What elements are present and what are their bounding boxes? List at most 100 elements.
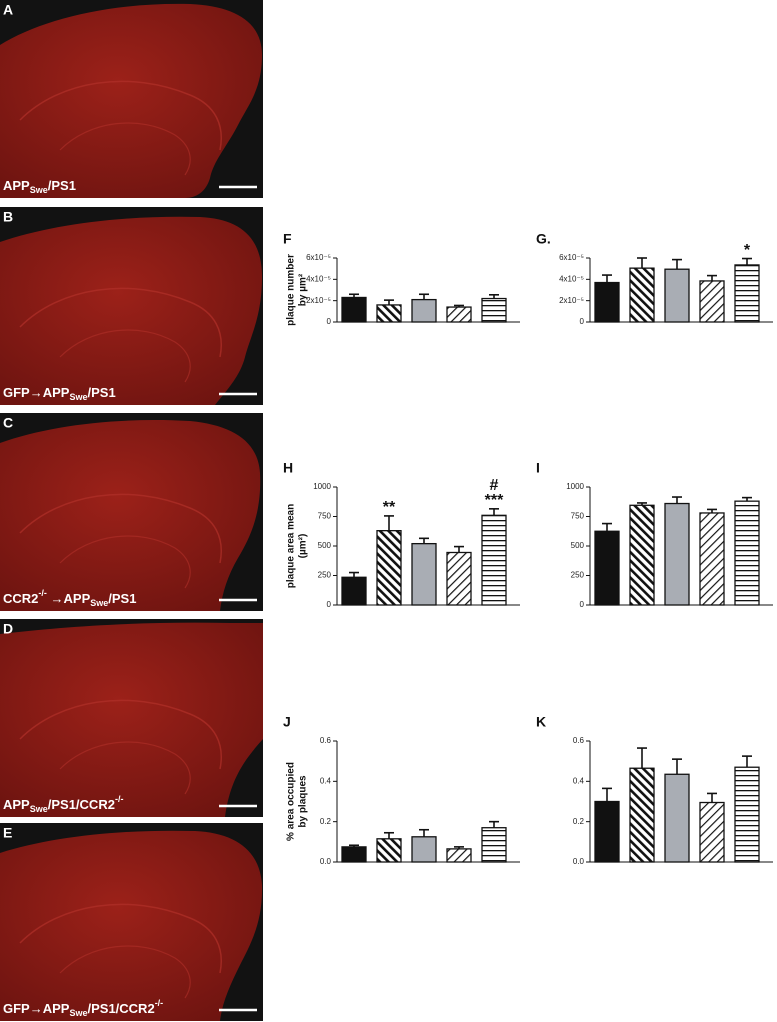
tissue-layer	[19, 903, 222, 974]
tissue-layer	[59, 535, 191, 589]
y-axis-label: (µm²)	[298, 534, 309, 559]
micrograph-panel: C CCR2-/- →APPSwe/PS1	[0, 413, 263, 611]
bar	[664, 773, 690, 863]
significance-mark: #	[490, 477, 499, 494]
y-tick-label: 0.4	[573, 776, 585, 785]
bar	[734, 264, 760, 323]
caption-part: Swe	[90, 598, 108, 608]
bar	[376, 530, 402, 606]
y-tick-label: 0.0	[320, 857, 332, 866]
caption-part: /PS1/CCR2	[87, 1001, 154, 1016]
y-axis-label: by µm²	[298, 273, 309, 306]
caption-part: -/-	[155, 998, 164, 1008]
y-tick-label: 500	[318, 541, 332, 550]
bar	[446, 848, 472, 863]
caption-part: Swe	[30, 804, 48, 814]
y-tick-label: 0.2	[320, 817, 332, 826]
tissue-layer	[59, 122, 191, 176]
y-tick-label: 0.2	[573, 817, 585, 826]
y-tick-label: 1000	[566, 482, 584, 491]
panel-caption: CCR2-/- →APPSwe/PS1	[3, 588, 136, 608]
tissue-layer	[19, 80, 222, 151]
tissue-layer	[59, 945, 191, 999]
tissue-section	[0, 622, 263, 817]
y-tick-label: 0.4	[320, 776, 332, 785]
y-tick-label: 0	[327, 317, 332, 326]
tissue-section	[0, 216, 262, 405]
bar	[734, 766, 760, 863]
caption-part: GFP→APP	[3, 385, 70, 400]
y-tick-label: 750	[318, 512, 332, 521]
bar	[481, 514, 507, 606]
micrograph-panel: A APPSwe/PS1	[0, 0, 263, 199]
panel-letter: D	[3, 621, 13, 637]
y-tick-label: 2x10⁻⁵	[306, 296, 331, 305]
bar	[629, 267, 655, 323]
bar	[629, 504, 655, 606]
panel-letter: J	[283, 714, 291, 730]
y-axis-label: by plaques	[298, 775, 309, 828]
significance-mark: **	[383, 499, 396, 516]
y-tick-label: 4x10⁻⁵	[559, 274, 584, 283]
caption-part: -/-	[38, 588, 47, 598]
y-tick-label: 0	[580, 600, 585, 609]
y-axis-label: plaque area mean	[286, 504, 297, 588]
caption-part: CCR2	[3, 591, 38, 606]
caption-part: /PS1	[48, 178, 76, 193]
panel-letter: E	[3, 825, 12, 841]
caption-part: /PS1/CCR2	[48, 797, 115, 812]
tissue-section	[0, 419, 261, 611]
y-tick-label: 0	[327, 600, 332, 609]
bar	[446, 306, 472, 323]
y-tick-label: 250	[318, 571, 332, 580]
bar	[411, 836, 437, 863]
tissue-layer	[19, 493, 222, 564]
tissue-section	[0, 3, 262, 199]
bar	[341, 296, 367, 323]
caption-part: -/-	[115, 794, 124, 804]
y-tick-label: 2x10⁻⁵	[559, 296, 584, 305]
bar	[664, 268, 690, 323]
panel-letter: C	[3, 415, 13, 431]
bar	[734, 500, 760, 606]
bar	[594, 530, 620, 606]
panel-caption: APPSwe/PS1	[3, 178, 76, 195]
caption-part: APP	[3, 797, 30, 812]
y-tick-label: 0.6	[320, 736, 332, 745]
significance-mark: ***	[485, 492, 504, 509]
panel-caption: GFP→APPSwe/PS1/CCR2-/-	[3, 998, 163, 1018]
micrograph-panel: D APPSwe/PS1/CCR2-/-	[0, 619, 263, 817]
panel-caption: GFP→APPSwe/PS1	[3, 385, 116, 402]
bar	[699, 801, 725, 863]
tissue-layer	[19, 287, 222, 358]
tissue-layer	[59, 741, 191, 795]
significance-mark: *	[744, 242, 751, 259]
panel-letter: I	[536, 460, 540, 476]
tissue-layer	[19, 699, 222, 770]
y-tick-label: 750	[571, 512, 585, 521]
y-tick-label: 6x10⁻⁵	[559, 253, 584, 262]
bar	[481, 827, 507, 863]
bar	[629, 767, 655, 863]
caption-part: /PS1	[87, 385, 115, 400]
bar	[481, 297, 507, 323]
bar	[376, 838, 402, 863]
bar	[341, 576, 367, 606]
y-tick-label: 4x10⁻⁵	[306, 274, 331, 283]
panel-letter: A	[3, 2, 13, 18]
tissue-layer	[59, 329, 191, 383]
caption-part: /PS1	[108, 591, 136, 606]
bar	[594, 800, 620, 863]
bar	[699, 512, 725, 606]
caption-part: →APP	[47, 591, 91, 606]
micrograph-panel: E GFP→APPSwe/PS1/CCR2-/-	[0, 823, 263, 1021]
caption-part: Swe	[30, 185, 48, 195]
micrograph-panel: B GFP→APPSwe/PS1	[0, 207, 263, 405]
tissue-section	[0, 830, 263, 1021]
y-tick-label: 6x10⁻⁵	[306, 253, 331, 262]
panel-letter: K	[536, 714, 546, 730]
bar	[411, 298, 437, 323]
bar	[446, 551, 472, 606]
panel-letter: H	[283, 460, 293, 476]
